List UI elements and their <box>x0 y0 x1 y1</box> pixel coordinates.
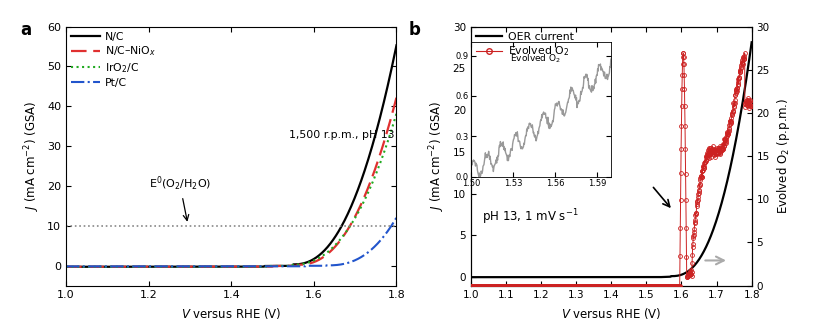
Text: pH 13, 1 mV s$^{-1}$: pH 13, 1 mV s$^{-1}$ <box>482 208 578 227</box>
Legend: OER current, Evolved O$_2$: OER current, Evolved O$_2$ <box>477 32 573 58</box>
Text: a: a <box>20 21 31 40</box>
Y-axis label: Evolved O$_2$ (p.p.m.): Evolved O$_2$ (p.p.m.) <box>776 98 792 214</box>
Text: 1,500 r.p.m., pH 13: 1,500 r.p.m., pH 13 <box>289 130 395 140</box>
Y-axis label: $J$ (mA cm$^{-2}$) (GSA): $J$ (mA cm$^{-2}$) (GSA) <box>428 101 447 211</box>
Text: b: b <box>409 21 421 40</box>
X-axis label: $V$ versus RHE (V): $V$ versus RHE (V) <box>181 306 282 321</box>
X-axis label: $V$ versus RHE (V): $V$ versus RHE (V) <box>561 306 662 321</box>
Legend: N/C, N/C–NiO$_x$, IrO$_2$/C, Pt/C: N/C, N/C–NiO$_x$, IrO$_2$/C, Pt/C <box>72 32 156 88</box>
Y-axis label: $J$ (mA cm$^{-2}$) (GSA): $J$ (mA cm$^{-2}$) (GSA) <box>22 101 41 211</box>
Text: E$^0$(O$_2$/H$_2$O): E$^0$(O$_2$/H$_2$O) <box>149 175 211 220</box>
